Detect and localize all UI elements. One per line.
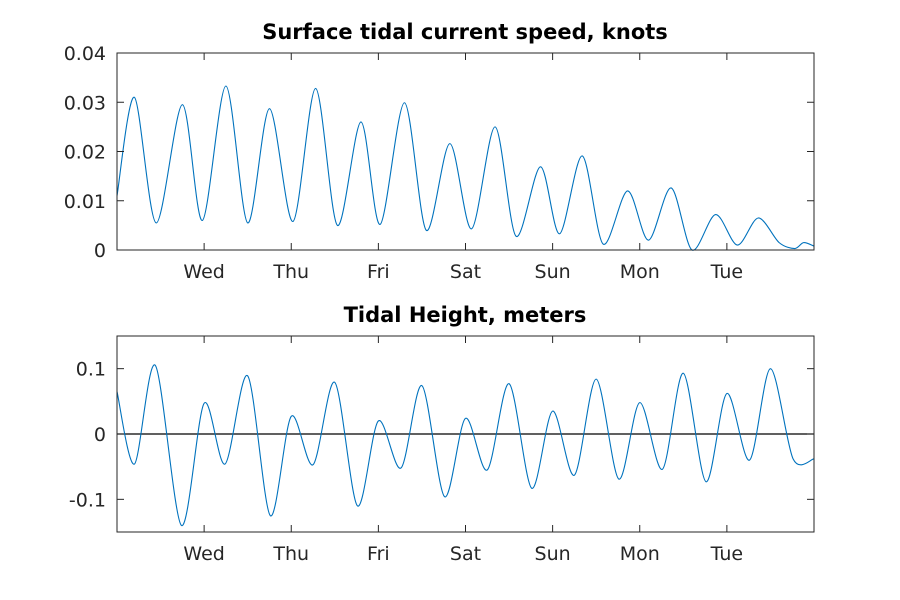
height-y-tick-label: 0.1 [76, 359, 106, 381]
speed-x-tick-label: Thu [272, 261, 309, 283]
height-x-tick-label: Sun [535, 543, 571, 565]
height-x-tick-label: Thu [272, 543, 309, 565]
speed-x-tick-label: Mon [620, 261, 660, 283]
speed-x-tick-label: Sun [535, 261, 571, 283]
speed-y-tick-label: 0.02 [64, 142, 106, 164]
speed-x-tick-label: Wed [183, 261, 224, 283]
speed-x-tick-label: Tue [710, 261, 743, 283]
speed-y-tick-label: 0.01 [64, 191, 106, 213]
speed-y-tick-label: 0.04 [64, 43, 106, 65]
height-y-tick-label: 0 [94, 424, 106, 446]
current-speed-plot: Surface tidal current speed, knots Wed Th… [64, 20, 815, 283]
height-y-tick-label: -0.1 [69, 489, 106, 511]
height-x-tick-label: Sat [450, 543, 481, 565]
speed-y-tick-label: 0.03 [64, 92, 106, 114]
speed-x-tick-label: Fri [367, 261, 390, 283]
height-series-line [116, 364, 815, 527]
height-x-tick-label: Mon [620, 543, 660, 565]
height-x-tick-label: Tue [710, 543, 743, 565]
speed-y-tick-label: 0 [94, 240, 106, 262]
tidal-height-plot: Tidal Height, meters Wed Thu Fri Sat Sun Mon T… [69, 303, 815, 565]
speed-series-line [116, 85, 815, 251]
height-x-tick-label: Wed [183, 543, 224, 565]
current-speed-title: Surface tidal current speed, knots [262, 20, 668, 44]
speed-axes-box [116, 52, 815, 251]
speed-x-tick-label: Sat [450, 261, 481, 283]
tidal-height-title: Tidal Height, meters [344, 303, 587, 327]
height-x-tick-label: Fri [367, 543, 390, 565]
